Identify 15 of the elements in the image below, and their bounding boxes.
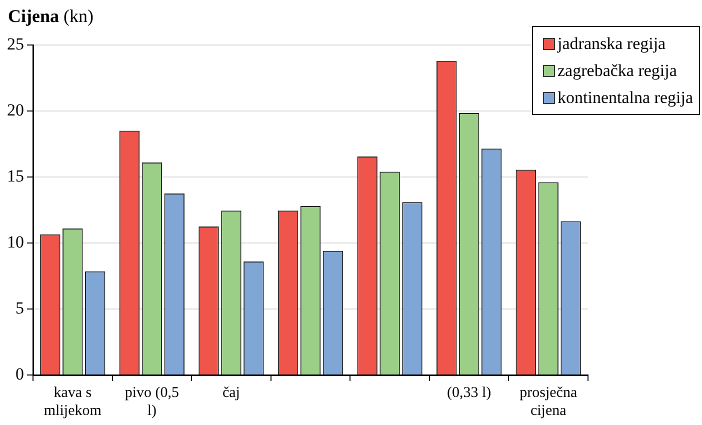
x-tick-label: čaj <box>222 384 240 401</box>
legend-label: zagrebačka regija <box>556 60 678 82</box>
y-tick-label: 5 <box>16 298 24 318</box>
x-tick-label: pivo (0,5 l) <box>124 384 180 419</box>
legend-label: jadranska regija <box>556 32 667 55</box>
y-tick-label: 20 <box>7 100 24 120</box>
y-tick-label: 0 <box>16 364 24 384</box>
y-axis-title: Cijena (kn) <box>8 6 94 27</box>
x-tick-label: kava s mlijekom <box>44 384 102 419</box>
x-tick-label: prosječna cijena <box>520 384 578 419</box>
legend-label: kontinentalna regija <box>556 86 693 109</box>
y-tick-label: 25 <box>7 34 24 54</box>
x-tick-label: (0,33 l) <box>446 384 492 401</box>
y-tick-label: 10 <box>7 232 24 252</box>
y-tick-label: 15 <box>7 166 24 186</box>
